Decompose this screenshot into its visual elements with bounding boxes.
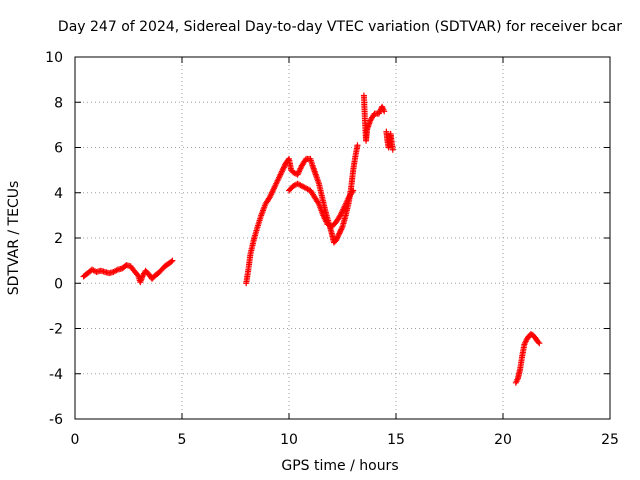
y-tick-label: -6 — [49, 412, 63, 428]
axis-ticks: 0 5 10 15 20 25 -6 -4 -2 0 2 4 6 8 10 — [45, 50, 619, 448]
data-point — [168, 258, 175, 265]
data-point — [536, 340, 543, 347]
chart-title: Day 247 of 2024, Sidereal Day-to-day VTE… — [58, 19, 622, 35]
x-tick-label: 5 — [178, 432, 187, 448]
x-tick-label: 10 — [280, 432, 298, 448]
data-points — [80, 92, 543, 386]
data-point — [333, 237, 340, 244]
data-point — [389, 146, 396, 153]
data-point — [280, 165, 287, 172]
data-point — [280, 164, 287, 171]
data-point — [375, 110, 382, 117]
x-tick-label: 20 — [494, 432, 512, 448]
data-point — [376, 109, 383, 116]
data-point — [335, 231, 342, 238]
data-point — [535, 339, 542, 346]
data-point — [335, 233, 342, 240]
data-point — [169, 257, 176, 264]
y-tick-label: -2 — [49, 322, 63, 338]
data-point — [336, 229, 343, 236]
grid — [75, 57, 610, 419]
x-tick-label: 15 — [387, 432, 405, 448]
data-point — [334, 234, 341, 241]
data-point — [349, 188, 356, 195]
data-point — [338, 226, 345, 233]
data-point — [336, 230, 343, 237]
data-point — [381, 108, 388, 115]
y-tick-label: 2 — [54, 231, 63, 247]
x-tick-label: 0 — [71, 432, 80, 448]
x-axis-label: GPS time / hours — [281, 458, 398, 474]
data-point — [350, 187, 357, 194]
data-point — [354, 142, 361, 149]
y-tick-label: 0 — [54, 276, 63, 292]
y-tick-label: 4 — [54, 186, 63, 202]
y-tick-label: 6 — [54, 141, 63, 157]
data-point — [279, 167, 286, 174]
y-tick-label: 8 — [54, 95, 63, 111]
plot-frame — [74, 56, 611, 420]
y-axis-label: SDTVAR / TECUs — [6, 181, 22, 296]
y-tick-label: -4 — [49, 367, 63, 383]
y-tick-label: 10 — [45, 50, 63, 66]
data-point — [337, 227, 344, 234]
data-point — [281, 163, 288, 170]
data-point — [333, 235, 340, 242]
x-tick-label: 25 — [601, 432, 619, 448]
data-point — [338, 225, 345, 232]
